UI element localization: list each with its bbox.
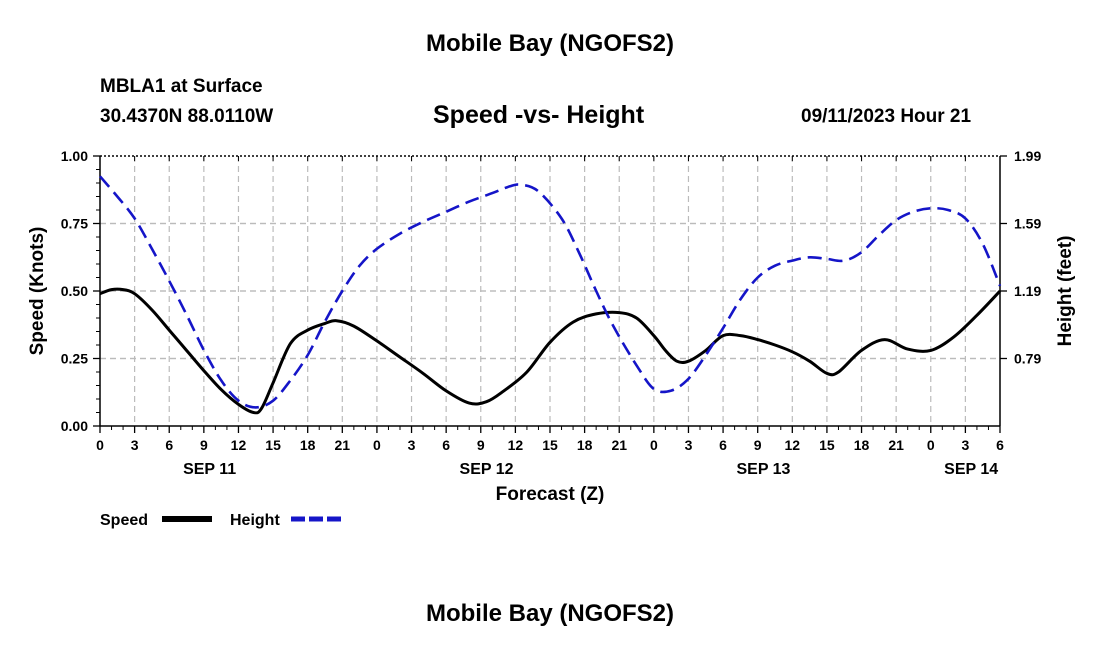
y2-tick-label: 1.59 [1014, 216, 1041, 232]
x-tick-label: 21 [888, 437, 904, 453]
x-tick-label: 12 [231, 437, 247, 453]
station-name: MBLA1 at Surface [100, 76, 263, 97]
x-tick-label: 9 [477, 437, 485, 453]
x-tick-label: 21 [335, 437, 351, 453]
x-tick-label: 18 [577, 437, 593, 453]
y2-tick-label: 0.79 [1014, 351, 1041, 367]
x-tick-label: 3 [131, 437, 139, 453]
height-series-line [99, 175, 1002, 409]
x-tick-label: 3 [408, 437, 416, 453]
x-tick-label: 12 [785, 437, 801, 453]
x-tick-label: 6 [442, 437, 450, 453]
y-axis-title: Speed (Knots) [27, 227, 48, 356]
chart-title: Mobile Bay (NGOFS2) [425, 30, 675, 57]
x-tick-label: 9 [754, 437, 762, 453]
x-axis-title: Forecast (Z) [496, 484, 605, 505]
x-tick-label: 0 [927, 437, 935, 453]
x-tick-label: 15 [265, 437, 281, 453]
y-tick-label: 0.25 [61, 351, 88, 367]
footer-title: Mobile Bay (NGOFS2) [425, 600, 675, 627]
chart-subtitle: Speed -vs- Height [433, 101, 645, 129]
x-tick-label: 15 [542, 437, 558, 453]
x-tick-label: 15 [819, 437, 835, 453]
x-date-label: SEP 13 [736, 461, 790, 478]
x-tick-label: 3 [961, 437, 969, 453]
legend-height-label: Height [230, 512, 280, 529]
x-tick-label: 0 [96, 437, 104, 453]
x-tick-label: 9 [200, 437, 208, 453]
speed-series-line [99, 287, 1002, 415]
y-tick-label: 0.50 [61, 283, 88, 299]
x-tick-label: 12 [508, 437, 524, 453]
x-tick-label: 6 [719, 437, 727, 453]
x-tick-label: 3 [685, 437, 693, 453]
x-tick-label: 21 [611, 437, 627, 453]
forecast-timestamp: 09/11/2023 Hour 21 [801, 106, 972, 127]
y-tick-label: 1.00 [61, 148, 88, 164]
y-tick-label: 0.00 [61, 418, 88, 434]
x-tick-label: 6 [165, 437, 173, 453]
y-tick-label: 0.75 [61, 216, 88, 232]
x-date-label: SEP 14 [944, 461, 998, 478]
x-tick-label: 0 [650, 437, 658, 453]
y2-tick-label: 1.99 [1014, 148, 1041, 164]
x-tick-label: 6 [996, 437, 1004, 453]
legend-speed-label: Speed [100, 512, 148, 529]
station-coordinates: 30.4370N 88.0110W [100, 106, 274, 127]
x-tick-label: 18 [300, 437, 316, 453]
x-date-label: SEP 12 [460, 461, 514, 478]
x-tick-label: 18 [854, 437, 870, 453]
y2-tick-label: 1.19 [1014, 283, 1041, 299]
y2-axis-title: Height (feet) [1055, 236, 1076, 347]
x-date-label: SEP 11 [183, 461, 236, 478]
x-tick-label: 0 [373, 437, 381, 453]
